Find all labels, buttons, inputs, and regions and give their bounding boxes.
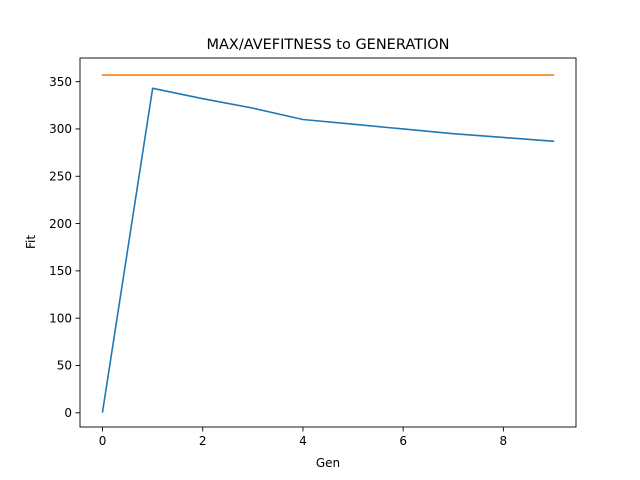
y-tick-label: 350 <box>49 75 72 89</box>
y-tick-label: 300 <box>49 122 72 136</box>
y-tick-label: 0 <box>64 406 72 420</box>
y-tick-label: 50 <box>57 359 72 373</box>
series-layer <box>101 74 555 413</box>
y-tick-label: 200 <box>49 217 72 231</box>
y-tick-label: 250 <box>49 169 72 183</box>
x-tick-label: 8 <box>500 434 508 448</box>
y-axis-ticks: 0 50 100 150 200 250 300 350 <box>49 75 80 420</box>
x-axis-label: Gen <box>316 456 340 470</box>
x-tick-label: 4 <box>299 434 307 448</box>
x-axis-ticks: 0 2 4 6 8 <box>99 427 507 448</box>
chart-title: MAX/AVEFITNESS to GENERATION <box>206 37 449 53</box>
x-tick-label: 2 <box>199 434 207 448</box>
plot-frame <box>79 57 577 428</box>
x-tick-label: 0 <box>99 434 107 448</box>
x-tick-label: 6 <box>399 434 407 448</box>
series-line-1 <box>101 87 555 413</box>
y-tick-label: 150 <box>49 264 72 278</box>
y-tick-label: 100 <box>49 311 72 325</box>
y-axis-label: Fit <box>24 235 38 249</box>
